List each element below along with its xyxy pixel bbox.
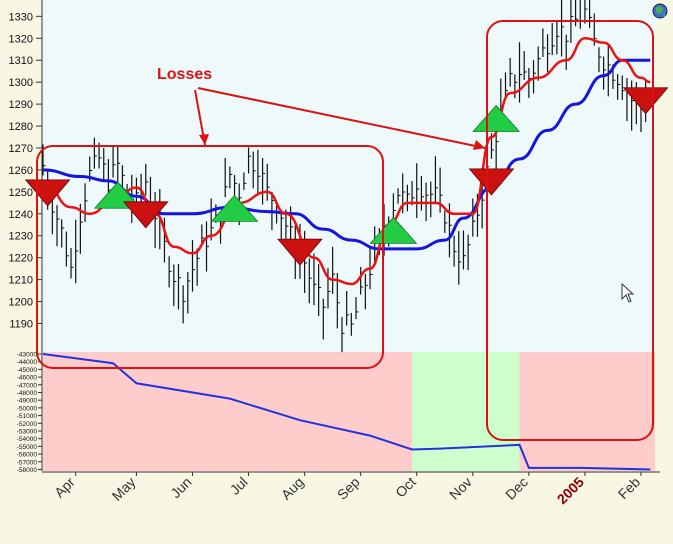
equity-axis: -43000-44000-45000-46000-47000-48000-490… xyxy=(17,352,42,474)
price-axis: 1190 1200 1210 1220 1230 1240 1250 1260 1270 1280… xyxy=(9,0,660,473)
buy-signal-triangle xyxy=(210,194,259,222)
buy-signal-triangle xyxy=(369,216,418,244)
sell-signal-triangle xyxy=(122,201,169,229)
price-tick-label: 1250 xyxy=(9,187,33,199)
equity-tick-label: -54000 xyxy=(17,436,38,443)
equity-shade-layer xyxy=(43,352,655,471)
loss-box-right xyxy=(486,20,654,441)
price-tick-label: 1300 xyxy=(9,77,33,89)
mouse-cursor-icon xyxy=(621,282,635,303)
sell-signal-triangle xyxy=(622,87,669,115)
losses-arrow-right xyxy=(197,87,486,149)
equity-tick-label: -57000 xyxy=(17,459,38,466)
price-tick-label: 1270 xyxy=(9,143,33,155)
price-tick-label: 1320 xyxy=(9,33,33,45)
equity-tick-label: -49000 xyxy=(17,398,38,405)
price-tick-label: 1310 xyxy=(9,55,33,67)
equity-shade-0 xyxy=(43,352,413,471)
price-tick-label: 1260 xyxy=(9,165,33,177)
losses-annotation: Losses xyxy=(157,66,212,83)
loss-highlight-boxes xyxy=(36,20,654,441)
loss-box-left xyxy=(36,145,384,369)
equity-tick-label: -51000 xyxy=(17,413,38,420)
price-tick-label: 1210 xyxy=(9,275,33,287)
price-tick-label: 1230 xyxy=(9,231,33,243)
equity-shade-1 xyxy=(412,352,520,471)
price-tick-label: 1220 xyxy=(9,253,33,265)
equity-tick-label: -55000 xyxy=(17,444,38,451)
buy-signal-triangle xyxy=(472,104,521,132)
equity-tick-label: -48000 xyxy=(17,390,38,397)
price-tick-label: 1200 xyxy=(9,297,33,309)
equity-tick-label: -44000 xyxy=(17,359,38,366)
equity-tick-label: -53000 xyxy=(17,428,38,435)
price-tick-label: 1290 xyxy=(9,99,33,111)
losses-arrowhead-left xyxy=(199,134,209,145)
equity-curve-line xyxy=(42,353,651,471)
equity-tick-label: -47000 xyxy=(17,382,38,389)
price-tick-label: 1280 xyxy=(9,121,33,133)
equity-tick-label: -43000 xyxy=(17,352,38,359)
sell-signal-triangle xyxy=(468,168,515,196)
equity-tick-label: -45000 xyxy=(17,367,38,374)
price-tick-label: 1240 xyxy=(9,209,33,221)
equity-tick-label: -46000 xyxy=(17,375,38,382)
equity-tick-label: -50000 xyxy=(17,405,38,412)
equity-shade-2 xyxy=(519,352,655,471)
equity-tick-label: -52000 xyxy=(17,421,38,428)
globe-icon[interactable] xyxy=(652,3,668,19)
sell-signal-triangle xyxy=(277,238,323,266)
price-tick-label: 1330 xyxy=(9,11,33,23)
equity-tick-label: -58000 xyxy=(17,467,38,474)
equity-tick-label: -56000 xyxy=(17,452,38,459)
price-tick-label: 1190 xyxy=(9,318,33,330)
losses-arrowhead-right xyxy=(473,140,485,150)
price-panel xyxy=(41,0,656,352)
